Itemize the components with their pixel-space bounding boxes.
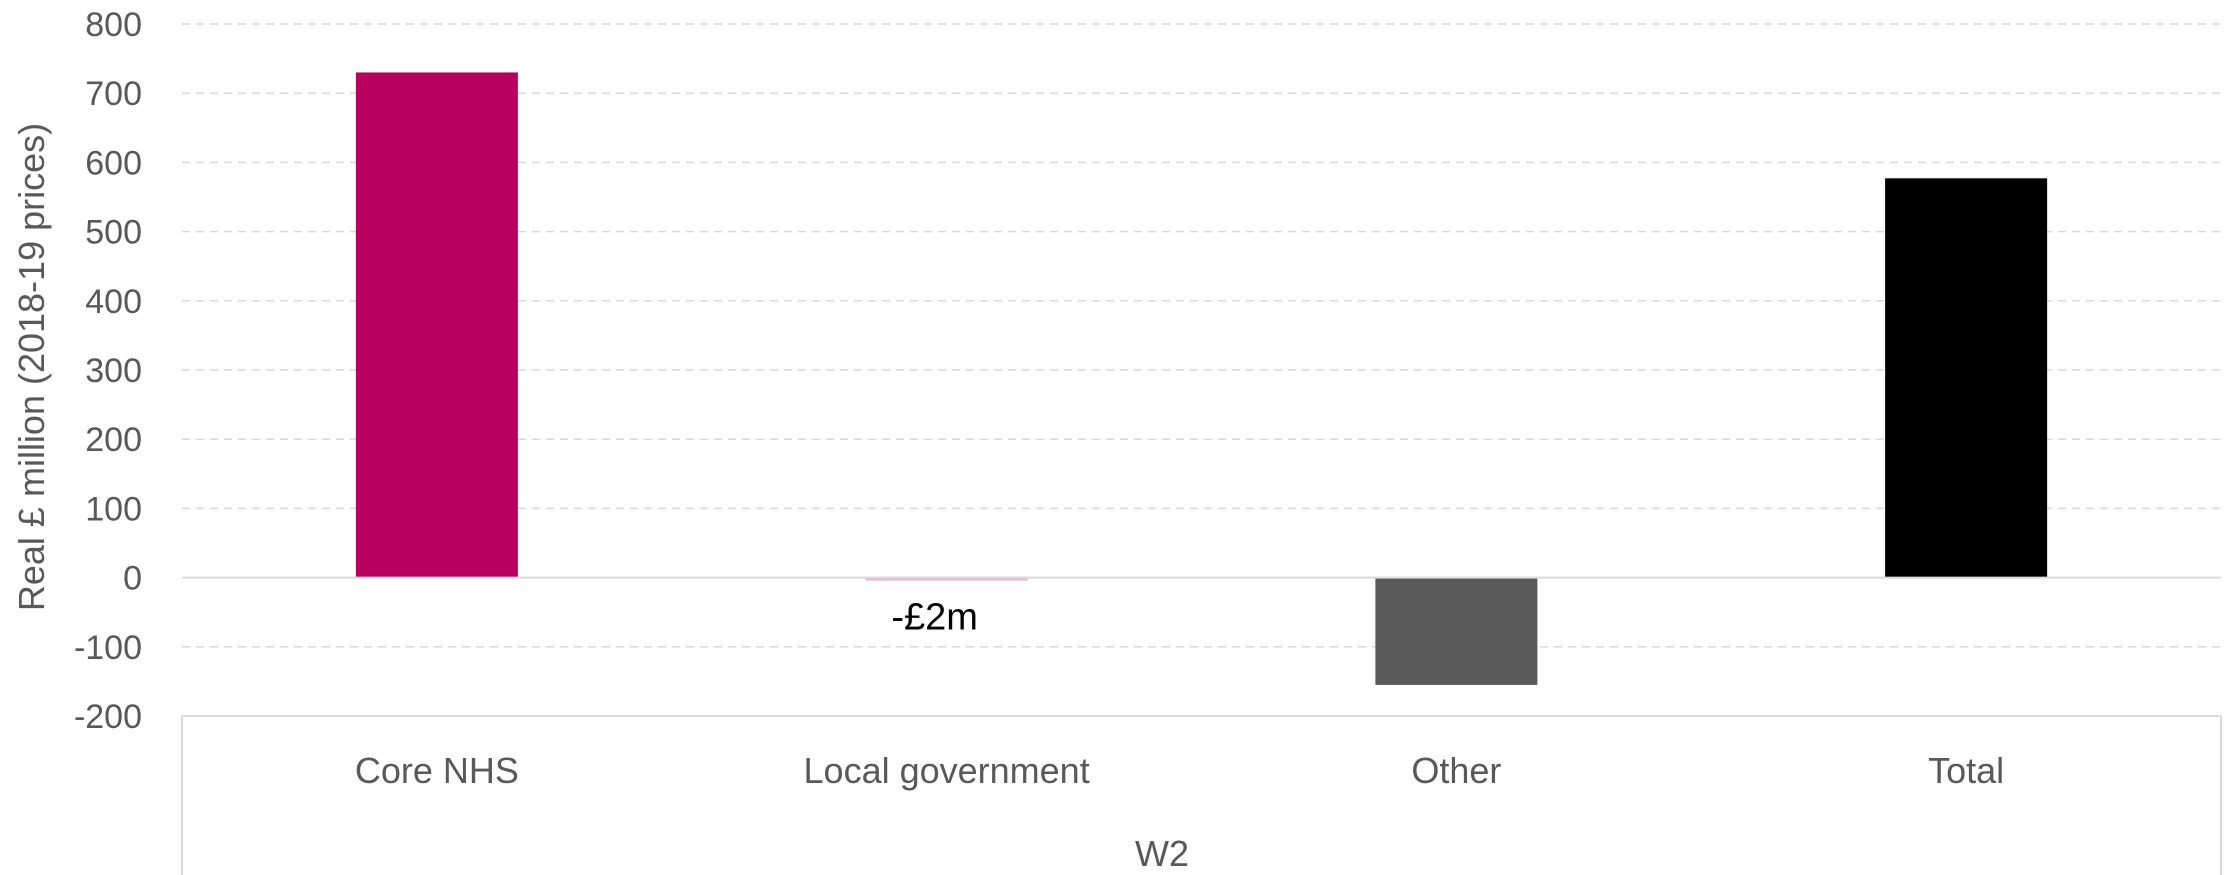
category-labels: Core NHS Local government Other Total [355, 750, 2004, 791]
bar-local-government [865, 577, 1028, 581]
y-tick-label: 300 [85, 352, 142, 390]
category-label: Other [1411, 750, 1501, 791]
y-tick-label: 400 [85, 283, 142, 321]
y-tick-label: 700 [85, 75, 142, 113]
bar-core-nhs [355, 72, 518, 578]
bar-other [1375, 577, 1538, 685]
category-label: Core NHS [355, 750, 519, 791]
y-tick-label: 0 [123, 560, 142, 598]
data-labels: -£2m [891, 597, 978, 639]
y-tick-label: 100 [85, 490, 142, 528]
category-label: Local government [804, 750, 1090, 791]
category-label: Total [1928, 750, 2004, 791]
category-axis-frame [181, 715, 2222, 875]
x-axis-title: W2 [1135, 833, 1189, 874]
bars [355, 72, 2048, 685]
data-label: -£2m [891, 597, 978, 639]
y-axis-title: Real £ million (2018-19 prices) [11, 123, 52, 611]
y-tick-label: 600 [85, 144, 142, 182]
y-tick-label: -100 [74, 629, 142, 667]
y-tick-label: -200 [74, 698, 142, 736]
y-tick-label: 500 [85, 214, 142, 252]
y-axis-ticks: 800 700 600 500 400 300 200 100 0 -100 -200 [74, 6, 142, 736]
y-tick-label: 800 [85, 6, 142, 44]
y-tick-label: 200 [85, 421, 142, 459]
bar-total [1885, 178, 2048, 578]
